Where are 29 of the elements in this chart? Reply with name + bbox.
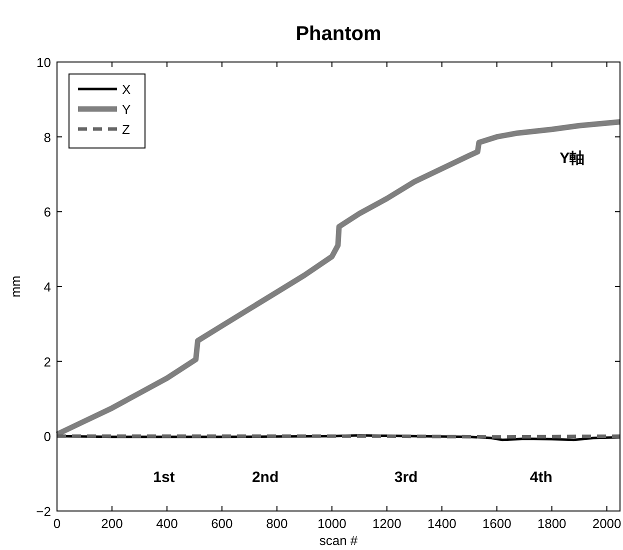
x-tick-label: 0 — [53, 516, 61, 531]
annotation: Y軸 — [560, 150, 585, 168]
y-axis-title: mm — [8, 276, 23, 298]
x-tick-label: 400 — [156, 516, 178, 531]
y-tick-label: 2 — [44, 354, 51, 370]
x-tick-label: 1800 — [537, 516, 566, 531]
y-tick-label: 0 — [44, 429, 51, 444]
y-tick-label: 6 — [44, 204, 51, 220]
x-tick-label: 200 — [101, 516, 123, 531]
legend-label: X — [122, 82, 131, 97]
x-axis-title: scan # — [319, 533, 358, 548]
x-tick-label: 1600 — [482, 516, 512, 531]
x-tick-label: 1000 — [317, 516, 346, 531]
annotation: 2nd — [252, 468, 279, 486]
y-tick-label: 10 — [36, 55, 51, 70]
annotation: 4th — [530, 468, 552, 486]
x-tick-label: 2000 — [592, 516, 622, 531]
annotation: 1st — [153, 468, 175, 486]
annotation: 3rd — [394, 468, 418, 486]
y-tick-label: 8 — [44, 130, 51, 145]
legend-label: Z — [122, 122, 130, 137]
x-tick-label: 1400 — [427, 516, 456, 531]
chart-title: Phantom — [296, 23, 382, 45]
x-tick-label: 800 — [266, 516, 288, 531]
x-tick-label: 600 — [211, 516, 233, 531]
y-tick-label: 4 — [44, 280, 51, 294]
y-tick-label: −2 — [36, 504, 51, 519]
x-tick-label: 1200 — [372, 516, 402, 531]
legend-label: Y — [122, 102, 131, 117]
